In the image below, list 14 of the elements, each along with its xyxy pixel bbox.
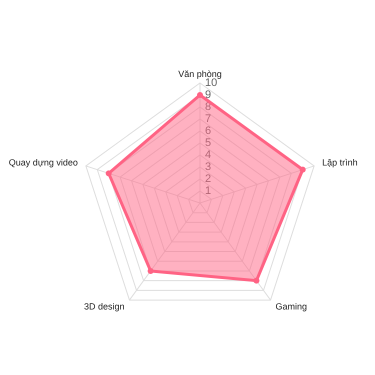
y-tick-label: 2 — [205, 172, 212, 185]
y-tick-label: 6 — [205, 124, 212, 137]
spoke-label: Quay dựng video — [8, 158, 78, 168]
spoke-label: Văn phòng — [178, 68, 222, 79]
y-tick-label: 5 — [205, 136, 212, 149]
y-tick-label: 3 — [205, 160, 212, 173]
spoke-label: Gaming — [275, 301, 307, 312]
y-tick-label: 1 — [205, 184, 212, 197]
y-tick-label: 4 — [205, 148, 212, 161]
y-tick-label: 10 — [205, 76, 218, 89]
spoke-label: Lập trình — [322, 158, 358, 168]
spoke-label: 3D design — [84, 301, 125, 312]
y-tick-label: 7 — [205, 112, 212, 125]
y-tick-label: 9 — [205, 88, 212, 101]
